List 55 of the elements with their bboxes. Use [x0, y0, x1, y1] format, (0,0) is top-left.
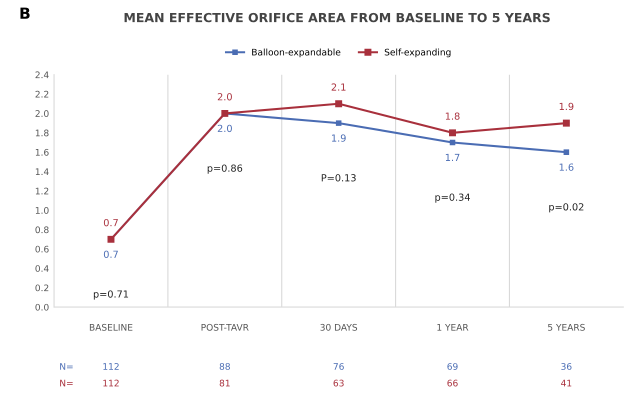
- point: [449, 129, 456, 136]
- y-tick-label: 2.4: [36, 71, 49, 78]
- text: 2.0: [36, 110, 49, 117]
- text: 63: [334, 380, 344, 386]
- annotation: p=0.02: [549, 203, 584, 212]
- point: [336, 120, 342, 126]
- x-tick-label: 5 YEARS: [548, 324, 585, 331]
- x-tick-label: 1 YEAR: [437, 324, 468, 331]
- text: N=: [60, 363, 73, 370]
- legend-label: Balloon-expandable: [252, 48, 340, 58]
- text: 112: [103, 363, 119, 370]
- y-tick-label: 1.2: [36, 188, 48, 194]
- text: 76: [334, 363, 344, 370]
- text: 1.0: [36, 206, 49, 214]
- text: N=: [60, 380, 73, 386]
- data-label: 0.7: [104, 250, 118, 258]
- text: 81: [220, 380, 230, 386]
- text: 0.0: [35, 304, 49, 311]
- x-tick-label: BASELINE: [90, 324, 132, 331]
- data-label: 1.6: [560, 163, 574, 171]
- y-tick-label: 0.6: [35, 246, 49, 253]
- y-tick-label: 0.4: [35, 265, 49, 272]
- point: [564, 149, 570, 155]
- data-label: 2.1: [332, 83, 346, 91]
- chart-title: MEAN EFFECTIVE ORIFICE AREA FROM BASELINE TO 5 YEARS: [124, 12, 550, 22]
- data-label: 2.0: [218, 124, 232, 132]
- point: [450, 140, 456, 146]
- text: 88: [220, 363, 230, 370]
- y-tick-label: 1.8: [36, 130, 49, 136]
- y-tick-label: 0.8: [35, 226, 49, 234]
- annotation: P=0.13: [322, 174, 356, 182]
- text: 36: [561, 363, 572, 370]
- y-tick-label: 1.6: [36, 148, 49, 156]
- data-label: 0.7: [104, 218, 118, 226]
- data-label: 1.9: [560, 102, 574, 110]
- annotation: p=0.86: [208, 164, 242, 174]
- y-tick-label: 0.2: [35, 284, 48, 292]
- text: 66: [447, 380, 458, 386]
- text: 41: [561, 380, 572, 386]
- annotation: p=0.34: [435, 194, 470, 203]
- data-label: 2.0: [218, 93, 232, 100]
- y-tick-label: 2.2: [36, 90, 48, 98]
- y-tick-label: 1.4: [36, 168, 49, 175]
- point: [562, 120, 570, 127]
- text: 69: [447, 363, 458, 370]
- text: B: [20, 8, 30, 19]
- legend-label: Self-expanding: [384, 48, 450, 58]
- x-tick-label: POST-TAVR: [202, 324, 249, 331]
- data-label: 1.8: [446, 112, 460, 120]
- point: [335, 100, 342, 108]
- data-label: 1.9: [332, 134, 346, 142]
- x-tick-label: 30 DAYS: [320, 324, 358, 331]
- text: 112: [103, 380, 119, 386]
- annotation: p=0.71: [94, 290, 128, 300]
- data-label: 1.7: [446, 154, 460, 161]
